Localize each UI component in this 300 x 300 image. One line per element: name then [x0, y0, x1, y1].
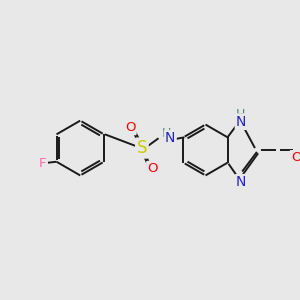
Text: N: N: [165, 131, 175, 145]
Text: H: H: [236, 108, 245, 121]
Text: H: H: [162, 127, 171, 140]
Text: O: O: [125, 121, 135, 134]
Text: S: S: [136, 139, 147, 157]
Text: O: O: [147, 162, 158, 175]
Text: N: N: [236, 115, 246, 129]
Text: F: F: [39, 157, 46, 170]
Text: O: O: [291, 151, 300, 164]
Text: N: N: [236, 175, 246, 189]
